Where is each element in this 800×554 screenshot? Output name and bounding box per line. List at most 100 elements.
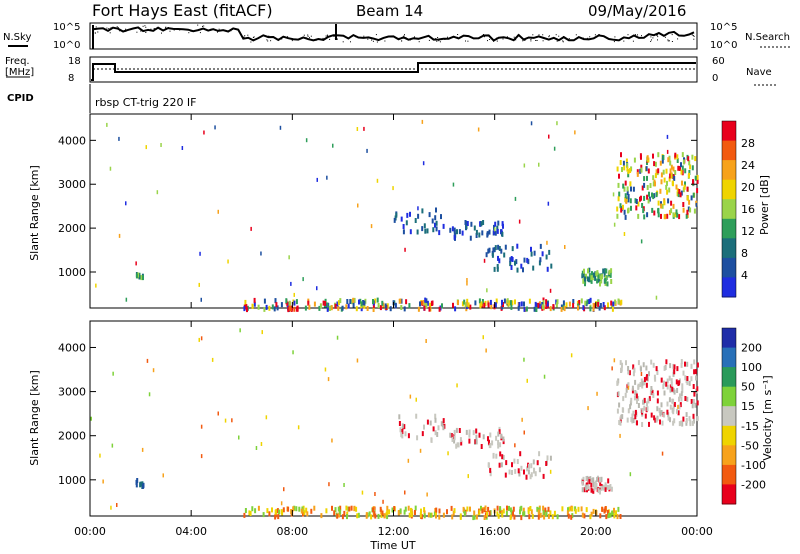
nsearch-dot	[95, 26, 97, 28]
scatter-echo	[460, 440, 463, 446]
scatter-echo	[135, 482, 138, 488]
scatter-echo	[666, 213, 669, 219]
scatter-echo	[693, 359, 696, 365]
scatter-echo	[664, 214, 667, 220]
scatter-echo	[502, 223, 504, 229]
scatter-echo	[609, 484, 612, 489]
scatter-echo	[667, 198, 670, 204]
scatter-echo	[570, 353, 573, 358]
scatter-echo	[696, 188, 699, 194]
scatter-echo	[620, 299, 623, 305]
scatter-echo	[641, 422, 644, 427]
scatter-echo	[610, 300, 613, 306]
scatter-echo	[377, 303, 380, 308]
scatter-echo	[510, 304, 513, 310]
scatter-echo	[589, 514, 592, 520]
scatter-echo	[672, 212, 675, 218]
nsearch-dot	[230, 30, 232, 32]
power-ylabel: Slant Range [km]	[28, 165, 41, 261]
scatter-echo	[438, 306, 441, 312]
scatter-echo	[581, 487, 584, 493]
scatter-echo	[631, 388, 634, 394]
nsearch-dot	[367, 37, 369, 39]
nsearch-dot	[652, 37, 654, 39]
scatter-echo	[686, 361, 689, 367]
scatter-echo	[434, 417, 437, 423]
scatter-echo	[666, 409, 669, 415]
scatter-echo	[423, 301, 426, 307]
scatter-echo	[326, 175, 328, 180]
scatter-echo	[142, 275, 144, 281]
scatter-echo	[362, 300, 365, 305]
scatter-echo	[244, 299, 247, 305]
nsearch-dot	[493, 40, 495, 42]
scatter-echo	[434, 222, 436, 228]
scatter-echo	[501, 221, 504, 227]
scatter-echo	[670, 381, 673, 387]
scatter-echo	[650, 386, 653, 391]
scatter-echo	[542, 510, 545, 516]
scatter-echo	[684, 361, 686, 367]
scatter-echo	[595, 271, 598, 277]
scatter-echo	[405, 299, 408, 305]
scatter-echo	[433, 511, 436, 517]
scatter-echo	[510, 256, 513, 261]
scatter-echo	[663, 365, 666, 371]
scatter-echo	[361, 490, 364, 495]
scatter-echo	[308, 304, 311, 310]
scatter-echo	[200, 336, 203, 341]
scatter-echo	[423, 513, 426, 519]
scatter-echo	[337, 300, 340, 306]
scatter-echo	[156, 190, 159, 195]
scatter-echo	[449, 432, 452, 438]
scatter-echo	[600, 485, 603, 491]
scatter-echo	[449, 227, 452, 233]
scatter-echo	[442, 512, 445, 518]
colorbar-swatch	[722, 121, 736, 142]
scatter-echo	[693, 369, 696, 375]
nsearch-dot	[142, 25, 144, 27]
scatter-echo	[485, 252, 488, 258]
velocity-colorbar-label: Velocity [m s⁻¹]	[761, 375, 774, 460]
nave-tick-bottom: 0	[712, 73, 718, 84]
velocity-colorbar: 200 100 50 15 -15 -50 -100 -200	[721, 327, 766, 505]
nsearch-dot	[613, 41, 615, 43]
colorbar-tick-label: 4	[741, 269, 748, 282]
scatter-echo	[610, 279, 613, 284]
scatter-echo	[431, 218, 434, 224]
nsearch-dot	[310, 35, 312, 37]
scatter-echo	[592, 488, 595, 494]
scatter-echo	[546, 240, 548, 245]
x-tick-label: 16:00	[479, 525, 511, 538]
scatter-echo	[630, 186, 632, 192]
scatter-echo	[403, 306, 406, 312]
cpid-label: CPID	[7, 93, 34, 104]
scatter-echo	[489, 471, 492, 477]
scatter-echo	[356, 513, 359, 519]
scatter-echo	[581, 512, 584, 518]
x-tick-label: 12:00	[378, 525, 410, 538]
scatter-echo	[496, 228, 499, 234]
scatter-echo	[530, 472, 533, 478]
scatter-echo	[520, 301, 523, 307]
nsky-label: N.Sky	[3, 32, 31, 43]
scatter-echo	[629, 181, 632, 187]
scatter-echo	[305, 507, 308, 513]
scatter-echo	[478, 232, 481, 238]
scatter-echo	[611, 306, 614, 312]
nsearch-dot	[253, 36, 255, 38]
scatter-echo	[500, 433, 503, 439]
scatter-echo	[659, 411, 662, 417]
scatter-echo	[667, 415, 670, 421]
nsearch-dot	[532, 34, 534, 36]
nsearch-dot	[268, 35, 270, 37]
nsearch-dot	[522, 40, 524, 42]
scatter-echo	[325, 508, 328, 514]
nsearch-dot	[153, 28, 155, 29]
scatter-echo	[451, 437, 454, 442]
scatter-echo	[609, 272, 612, 278]
nsearch-dot	[656, 35, 658, 36]
scatter-echo	[666, 180, 668, 186]
colorbar-swatch	[722, 386, 736, 407]
scatter-echo	[319, 303, 322, 309]
